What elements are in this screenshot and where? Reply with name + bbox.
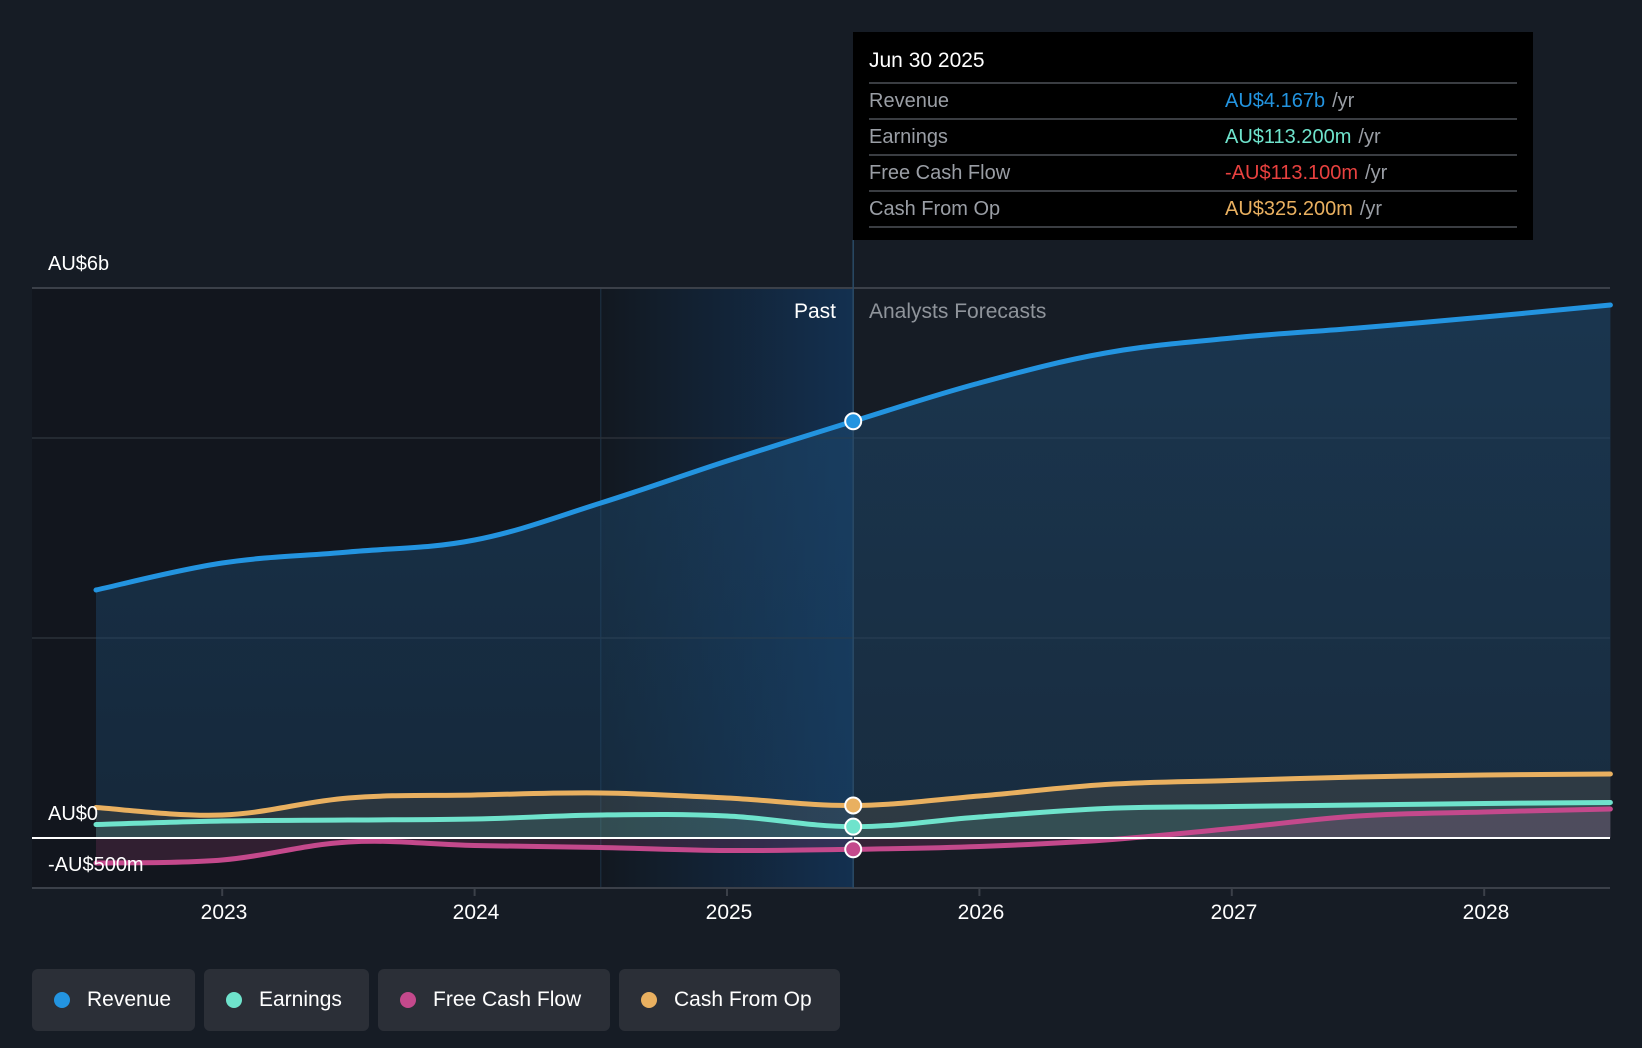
tooltip-unit: /yr: [1358, 126, 1381, 148]
y-tick-label-negative: -AU$500m: [48, 854, 144, 876]
forecast-label: Analysts Forecasts: [869, 300, 1047, 323]
x-tick-label: 2027: [1210, 901, 1258, 924]
legend-dot-icon: [400, 992, 416, 1008]
legend-dot-icon: [226, 992, 242, 1008]
legend-label: Cash From Op: [674, 988, 812, 1011]
tooltip-unit: /yr: [1365, 162, 1388, 184]
legend-item-revenue[interactable]: Revenue: [32, 969, 195, 1031]
x-tick-label: 2025: [705, 901, 753, 924]
tooltip-value: -AU$113.100m: [1225, 162, 1359, 184]
tooltip-label: Free Cash Flow: [869, 162, 1011, 184]
legend-item-cash-from-op[interactable]: Cash From Op: [619, 969, 840, 1031]
tooltip-label: Earnings: [869, 126, 948, 148]
legend-label: Free Cash Flow: [433, 988, 582, 1011]
tooltip-row-earnings: Earnings AU$113.200m /yr: [869, 120, 1517, 156]
x-tick-label: 2024: [452, 901, 500, 924]
tooltip-unit: /yr: [1332, 90, 1355, 112]
tooltip-date: Jun 30 2025: [869, 46, 1517, 84]
y-tick-label-zero: AU$0: [48, 803, 99, 825]
tooltip-row-fcf: Free Cash Flow -AU$113.100m /yr: [869, 156, 1517, 192]
x-tick-label: 2023: [200, 901, 248, 924]
legend-label: Earnings: [259, 988, 342, 1011]
tooltip-label: Cash From Op: [869, 198, 1001, 220]
tooltip-value: AU$325.200m: [1225, 198, 1353, 220]
x-tick-label: 2028: [1462, 901, 1510, 924]
legend-item-free-cash-flow[interactable]: Free Cash Flow: [378, 969, 610, 1031]
revenue-marker: [844, 412, 863, 431]
past-label: Past: [793, 300, 836, 323]
legend-item-earnings[interactable]: Earnings: [204, 969, 369, 1031]
free-cash-flow-marker: [844, 840, 863, 859]
cash-from-op-marker: [844, 796, 863, 815]
legend-label: Revenue: [87, 988, 172, 1011]
tooltip-unit: /yr: [1359, 198, 1383, 220]
tooltip-row-revenue: Revenue AU$4.167b /yr: [869, 84, 1517, 120]
tooltip-row-cfo: Cash From Op AU$325.200m /yr: [869, 192, 1517, 228]
tooltip: Jun 30 2025 Revenue AU$4.167b /yr Earnin…: [853, 32, 1533, 240]
legend-dot-icon: [641, 992, 657, 1008]
tooltip-label: Revenue: [869, 90, 950, 112]
tooltip-value: AU$113.200m: [1225, 126, 1352, 148]
tooltip-value: AU$4.167b: [1225, 90, 1326, 112]
legend: Revenue Earnings Free Cash Flow Cash Fro…: [32, 969, 840, 1031]
x-tick-label: 2026: [957, 901, 1005, 924]
y-tick-label-top: AU$6b: [48, 253, 110, 275]
legend-dot-icon: [54, 992, 70, 1008]
earnings-marker: [844, 817, 863, 836]
